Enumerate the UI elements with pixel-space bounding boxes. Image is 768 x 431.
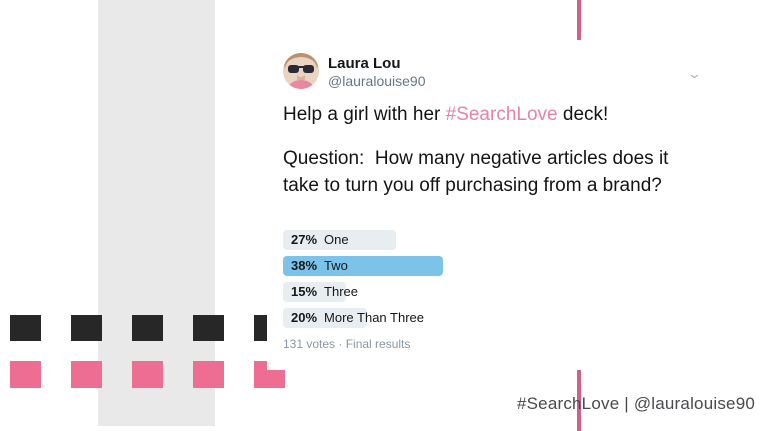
poll-option-pct: 27% xyxy=(291,232,318,247)
tweet-header: Laura Lou @lauralouise90 xyxy=(283,53,426,90)
pink-rule-bottom xyxy=(577,365,581,431)
avatar[interactable] xyxy=(283,53,319,89)
author-handle[interactable]: @lauralouise90 xyxy=(328,73,426,89)
gray-vertical-band xyxy=(98,0,215,426)
poll-bar xyxy=(283,282,346,302)
poll-votes-summary: 131 votes · Final results xyxy=(283,337,411,351)
poll-option-label: Two xyxy=(324,258,348,273)
tweet-question: Question: How many negative articles doe… xyxy=(283,148,674,196)
author-block: Laura Lou @lauralouise90 xyxy=(328,53,426,90)
slide-caption: #SearchLove | @lauralouise90 xyxy=(516,394,755,413)
black-square xyxy=(132,315,163,341)
pink-square xyxy=(132,361,163,388)
author-name[interactable]: Laura Lou xyxy=(328,55,401,72)
poll-bar-winner xyxy=(283,256,443,276)
poll-option-one: 27% One xyxy=(283,230,703,250)
hashtag-link[interactable]: #SearchLove xyxy=(445,104,558,125)
poll-option-pct: 38% xyxy=(291,258,318,273)
pink-square xyxy=(71,361,102,388)
tweet-text-prefix: Help a girl with her xyxy=(283,104,446,125)
avatar-illustration xyxy=(283,53,319,89)
black-square xyxy=(193,315,224,341)
pink-rule-top xyxy=(577,0,581,53)
poll-bar xyxy=(283,308,367,328)
poll-option-more-than-three: 20% More Than Three xyxy=(283,308,703,328)
pink-square xyxy=(10,361,41,388)
chevron-down-icon[interactable]: ⌄ xyxy=(686,66,703,81)
poll: 27% One 38% Two 15% Three 20% More Than Thre… xyxy=(283,230,703,351)
poll-option-label: One xyxy=(324,232,349,247)
poll-option-label: More Than Three xyxy=(324,310,424,325)
poll-option-pct: 20% xyxy=(291,310,318,325)
tweet-text: Help a girl with her #SearchLove deck! xyxy=(283,102,707,128)
poll-option-pct: 15% xyxy=(291,284,318,299)
pink-square xyxy=(193,361,224,388)
black-square xyxy=(10,315,41,341)
tweet-card: Laura Lou @lauralouise90 ⌄ Help a girl w… xyxy=(267,40,722,370)
poll-option-two: 38% Two xyxy=(283,256,703,276)
poll-option-three: 15% Three xyxy=(283,282,703,302)
poll-bar xyxy=(283,230,397,250)
poll-option-label: Three xyxy=(324,284,358,299)
tweet-text-suffix: deck! xyxy=(557,104,609,125)
black-square xyxy=(71,315,102,341)
